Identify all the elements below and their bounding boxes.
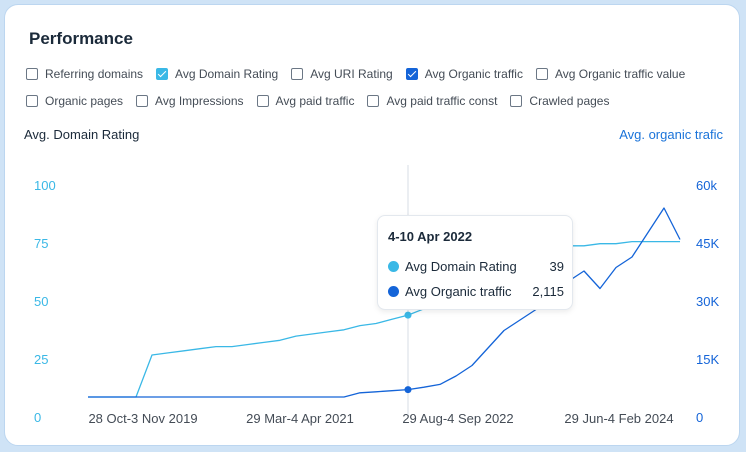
checkbox-label: Avg paid traffic const bbox=[386, 94, 498, 108]
metric-checkbox-avg-organic-traffic[interactable]: Avg Organic traffic bbox=[405, 67, 523, 81]
metric-checkbox-avg-uri-rating[interactable]: Avg URI Rating bbox=[291, 67, 393, 81]
left-axis-title: Avg. Domain Rating bbox=[24, 127, 140, 142]
checkbox-label: Avg Impressions bbox=[155, 94, 244, 108]
y-left-tick-label: 100 bbox=[34, 178, 56, 193]
checkbox-checked-icon[interactable] bbox=[405, 68, 418, 80]
metric-checkbox-avg-paid-traffic[interactable]: Avg paid traffic bbox=[256, 94, 355, 108]
tooltip-row-value: 39 bbox=[549, 259, 564, 274]
right-axis-title[interactable]: Avg. organic trafic bbox=[619, 127, 723, 142]
checkbox-unchecked-icon[interactable] bbox=[136, 95, 149, 107]
tooltip-row-label: Avg Domain Rating bbox=[405, 259, 517, 274]
x-tick-label: 29 Mar-4 Apr 2021 bbox=[246, 411, 354, 426]
metric-checkbox-organic-pages[interactable]: Organic pages bbox=[26, 94, 123, 108]
card-title: Performance bbox=[29, 29, 133, 48]
metric-checkbox-avg-organic-traffic-value[interactable]: Avg Organic traffic value bbox=[535, 67, 686, 81]
checkbox-unchecked-icon[interactable] bbox=[510, 95, 523, 107]
checkbox-unchecked-icon[interactable] bbox=[26, 68, 38, 80]
metric-checkbox-row-1: Referring domains Avg Domain Rating Avg UR… bbox=[26, 67, 698, 81]
metric-checkbox-avg-paid-traffic-const[interactable]: Avg paid traffic const bbox=[367, 94, 497, 108]
organic-traffic-dot-icon bbox=[388, 286, 399, 297]
checkbox-unchecked-icon[interactable] bbox=[291, 68, 304, 80]
y-right-tick-label: 45K bbox=[696, 236, 719, 251]
y-right-tick-label: 15K bbox=[696, 352, 719, 367]
chart-tooltip: 4-10 Apr 2022 Avg Domain Rating 39 Avg O… bbox=[377, 215, 573, 310]
performance-card: Performance bbox=[4, 4, 740, 446]
checkbox-label: Avg Organic traffic value bbox=[554, 67, 686, 81]
checkbox-unchecked-icon[interactable] bbox=[367, 95, 380, 107]
y-right-tick-label: 30K bbox=[696, 294, 719, 309]
checkbox-unchecked-icon[interactable] bbox=[256, 95, 269, 107]
checkbox-unchecked-icon[interactable] bbox=[535, 68, 548, 80]
checkbox-unchecked-icon[interactable] bbox=[26, 95, 38, 107]
tooltip-title: 4-10 Apr 2022 bbox=[388, 229, 473, 244]
checkbox-checked-icon[interactable] bbox=[156, 68, 169, 80]
checkbox-label: Organic pages bbox=[45, 94, 124, 108]
y-left-tick-label: 50 bbox=[34, 294, 48, 309]
metric-checkbox-crawled-pages[interactable]: Crawled pages bbox=[510, 94, 609, 108]
checkbox-label: Avg URI Rating bbox=[310, 67, 393, 81]
checkbox-label: Avg Domain Rating bbox=[175, 67, 279, 81]
y-left-tick-label: 25 bbox=[34, 352, 48, 367]
y-left-tick-label: 75 bbox=[34, 236, 48, 251]
tooltip-row-organic-traffic: Avg Organic traffic 2,115 bbox=[388, 284, 564, 299]
checkbox-label: Referring domains bbox=[45, 67, 144, 81]
tooltip-row-domain-rating: Avg Domain Rating 39 bbox=[388, 259, 564, 274]
tooltip-row-label: Avg Organic traffic bbox=[405, 284, 512, 299]
series-line-avg-organic-traffic[interactable] bbox=[88, 207, 681, 398]
y-left-tick-label: 0 bbox=[34, 410, 41, 425]
x-tick-label: 29 Aug-4 Sep 2022 bbox=[402, 411, 513, 426]
metric-checkbox-avg-impressions[interactable]: Avg Impressions bbox=[136, 94, 244, 108]
metric-checkbox-row-2: Organic pages Avg Impressions Avg paid tra… bbox=[26, 94, 622, 108]
checkbox-label: Crawled pages bbox=[529, 94, 610, 108]
checkbox-label: Avg Organic traffic bbox=[424, 67, 523, 81]
tooltip-row-value: 2,115 bbox=[532, 284, 564, 299]
metric-checkbox-avg-domain-rating[interactable]: Avg Domain Rating bbox=[156, 67, 278, 81]
y-right-tick-label: 0 bbox=[696, 410, 703, 425]
hover-point-avg-organic-traffic bbox=[404, 386, 412, 394]
domain-rating-dot-icon bbox=[388, 261, 399, 272]
metric-checkbox-referring-domains[interactable]: Referring domains bbox=[26, 67, 143, 81]
hover-point-avg-domain-rating bbox=[404, 311, 412, 319]
y-right-tick-label: 60k bbox=[696, 178, 717, 193]
series-line-avg-domain-rating[interactable] bbox=[88, 240, 680, 398]
checkbox-label: Avg paid traffic bbox=[275, 94, 355, 108]
x-tick-label: 28 Oct-3 Nov 2019 bbox=[88, 411, 197, 426]
x-tick-label: 29 Jun-4 Feb 2024 bbox=[564, 411, 673, 426]
